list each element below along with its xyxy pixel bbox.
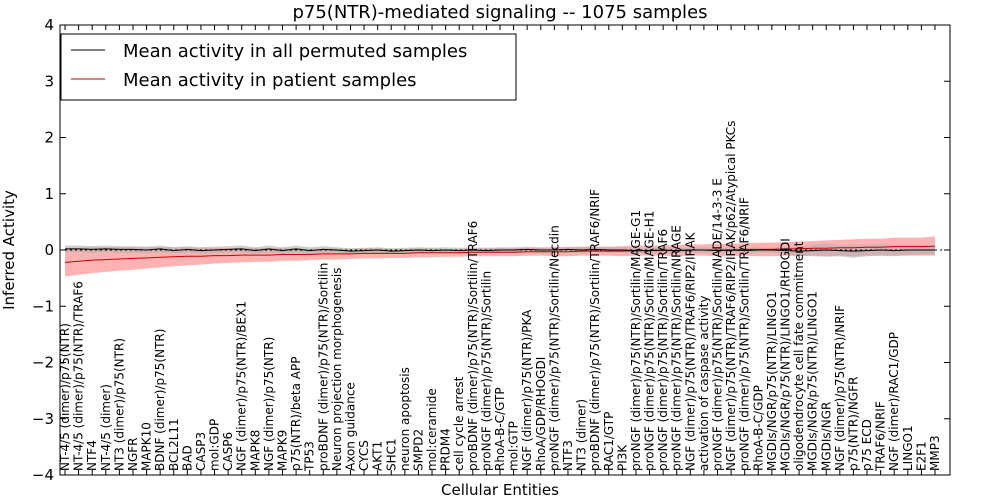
y-tick-label: −1 [32,297,54,315]
x-tick-label: neuron apoptosis [398,367,412,471]
y-tick-label: 0 [44,241,54,259]
x-tick-label: proBDNF (dimer)/p75(NTR)/Sortilin/TRAF6 [466,221,480,471]
x-tick-label: MGDIs/NGR/p75(NTR)/LINGO1/RHOGDI [779,238,793,471]
patient-mean-line [64,245,936,263]
confidence-bands [65,236,935,277]
permuted-band [65,243,935,258]
x-tick-label: proNGF (dimer)/p75(NTR)/Sortilin/MAGE-H1 [643,211,657,471]
x-tick-label: mol:GDP [208,419,222,471]
x-tick-label: Axon guidance [344,382,358,471]
x-tick-label: RhoA-B-C/GTP [493,387,507,471]
x-tick-label: MGDIs/NGR/p75(NTR)/LINGO1 [806,291,820,471]
x-tick-label: MGDIs/NGR [819,402,833,471]
x-tick-label: AKT1 [371,441,385,471]
x-tick-label: oligodendrocyte cell fate commitment [792,241,806,471]
x-tick-label: TRAF6/NRIF [874,401,888,472]
x-tick-label: NT-4/5 (dimer) [99,384,113,471]
x-tick-label: MAPK10 [140,422,154,471]
x-tick-label: proNGF (dimer)/p75(NTR)/Sortilin/MAGE-G1 [629,210,643,471]
x-tick-label: MAPK9 [276,430,290,471]
x-tick-label: mol:GTP [507,421,521,471]
x-axis-label: Cellular Entities [441,481,559,499]
x-tick-label: RAC1/GTP [602,412,616,471]
x-tick-label: NGF (dimer)/p75(NTR)/TRAF6/RIP2/IRAK [683,231,697,471]
x-tick-label: NTF4 [85,440,99,471]
x-tick-label: PRDM4 [439,428,453,471]
x-tick-label: NTF3 [561,440,575,471]
x-axis: NT-4/5 (dimer)/p75(NTR) NT-4/5 (dimer)/p7… [58,25,942,475]
x-tick-label: NGFR [126,437,140,471]
x-tick-label: activation of caspase activity [697,296,711,471]
x-tick-label: NT-4/5 (dimer)/p75(NTR) [58,323,72,471]
y-tick-label: 4 [44,16,54,34]
x-tick-label: proNGF (dimer)/p75(NTR)/Sortilin [479,271,493,471]
x-tick-label: BCL2L11 [167,418,181,471]
x-tick-label: proNGF (dimer)/p75(NTR)/Sortilin/Necdin [547,225,561,471]
x-tick-label: TP53 [303,441,317,472]
x-tick-label: p75(NTR)/NGFR [846,377,860,471]
x-tick-label: LINGO1 [901,425,915,471]
x-tick-label: NT-4/5 (dimer)/p75(NTR)/TRAF6 [72,281,86,471]
x-tick-label: mol:ceramide [425,388,439,471]
x-tick-label: NGF (dimer)/p75(NTR) [262,337,276,471]
x-tick-label: MGDIs/NGR/p75(NTR)/LINGO1 [765,291,779,471]
x-tick-label: proBDNF (dimer)/p75(NTR)/Sortilin/TRAF6/… [588,189,602,471]
x-tick-label: NGF (dimer)/RAC1/GDP [887,332,901,471]
legend: Mean activity in all permuted samples Me… [60,33,517,101]
x-tick-label: proNGF (dimer)/p75(NTR)/Sortilin/NADE/14… [711,178,725,471]
x-tick-label: NT3 (dimer)/p75(NTR) [112,338,126,471]
x-tick-label: SMPD2 [411,429,425,471]
y-tick-label: −4 [32,466,54,484]
x-tick-label: BAD [180,445,194,471]
x-tick-label: Neuron projection morphogenesis [330,268,344,472]
y-tick-label: 2 [44,129,54,147]
x-tick-label: NT3 (dimer) [575,399,589,471]
y-tick-label: 1 [44,185,54,203]
y-tick-label: −2 [32,354,54,372]
y-axis: 4 3 2 1 0 −1 −2 −3 −4 [32,16,950,484]
x-tick-label: MAPK8 [248,430,262,471]
x-tick-label: CASP6 [221,432,235,471]
x-tick-label: p75(NTR)/beta APP [289,357,303,472]
x-tick-label: NGF (dimer)/p75(NTR)/PKA [520,309,534,471]
patient-band [65,236,935,277]
legend-box [60,33,517,101]
x-tick-label: PI3K [615,444,629,471]
x-tick-label: NGF (dimer)/p75(NTR)/NRIF [833,305,847,471]
x-tick-label: NGF (dimer)/p75(NTR)/TRAF6/RIP2/IRAK/p62… [724,121,738,471]
x-tick-label: CASP3 [194,432,208,471]
x-tick-label: CYCS [357,440,371,471]
x-tick-label: RhoA-B-C/GDP [751,385,765,471]
x-tick-label: cell cycle arrest [452,376,466,471]
x-tick-label: E2F1 [914,441,928,471]
legend-label-patient: Mean activity in patient samples [123,70,417,91]
legend-label-permuted: Mean activity in all permuted samples [123,41,467,62]
x-tick-label: RhoA/GDP/RHOGDI [534,357,548,471]
x-tick-label: proNGF (dimer)/p75(NTR)/Sortilin/NRAGE [670,225,684,471]
x-tick-label: proNGF (dimer)/p75(NTR)/Sortilin/TRAF6 [656,229,670,471]
x-tick-label: proNGF (dimer)/p75(NTR)/Sortilin/TRAF6/N… [738,197,752,471]
x-tick-label: NGF (dimer)/p75(NTR)/BEX1 [235,301,249,471]
y-axis-label: Inferred Activity [0,190,18,310]
chart-title: p75(NTR)-mediated signaling -- 1075 samp… [292,2,707,23]
x-tick-label: SHC1 [384,438,398,471]
x-tick-label: MMP3 [928,435,942,471]
x-tick-label: BDNF (dimer)/p75(NTR) [153,329,167,471]
x-tick-label: p75 ECD [860,419,874,471]
y-tick-label: −3 [32,410,54,428]
x-tick-label: proBDNF (dimer)/p75(NTR)/Sortilin [316,263,330,471]
y-tick-label: 3 [44,72,54,90]
